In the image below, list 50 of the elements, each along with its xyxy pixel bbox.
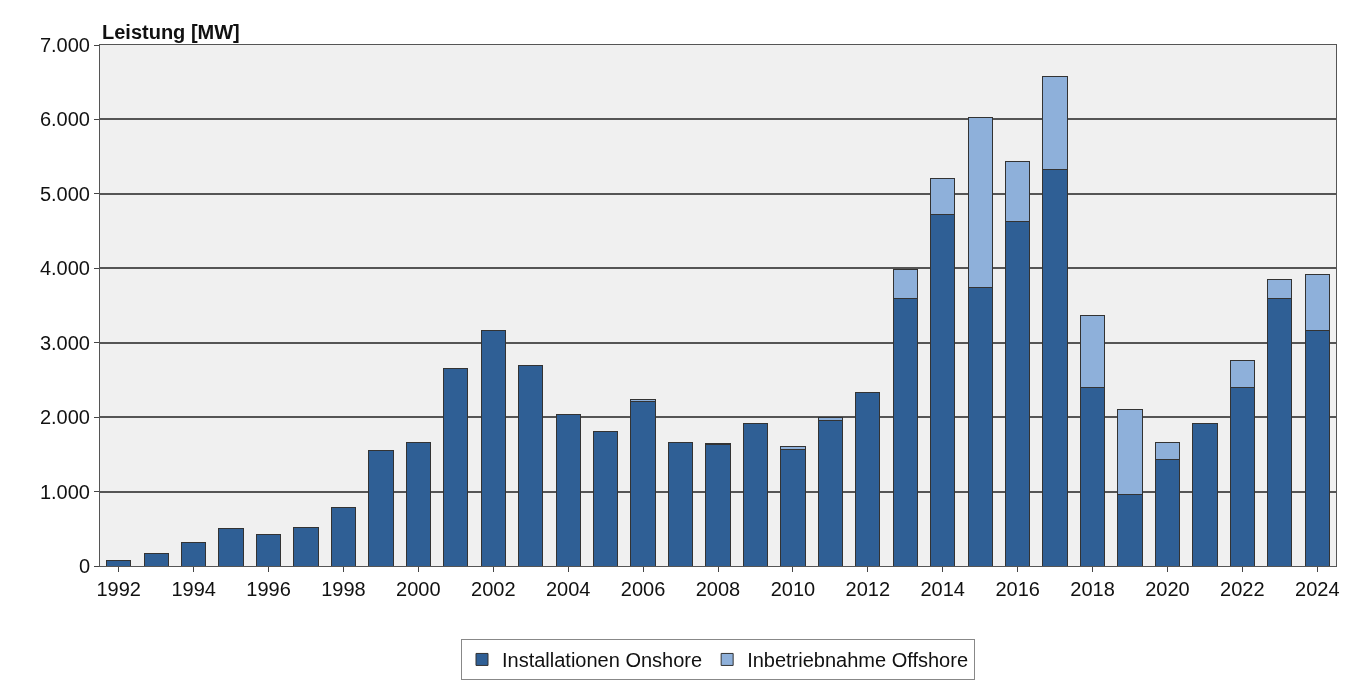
- bar: [405, 441, 432, 566]
- bar: [106, 560, 132, 566]
- x-tick-label: 2012: [845, 578, 891, 600]
- x-tick-label: 2002: [471, 578, 516, 600]
- y-tick-label: 2.000: [39, 406, 90, 429]
- bar: [293, 526, 319, 566]
- bar: [1192, 422, 1218, 566]
- x-tick-label: 2008: [695, 578, 741, 600]
- bar: [443, 368, 469, 566]
- bar: [180, 541, 207, 566]
- y-tick-label: 7.000: [39, 34, 90, 56]
- bar: [817, 419, 844, 566]
- y-tick-label: 5.000: [39, 182, 90, 205]
- x-tick-label: 2016: [995, 578, 1040, 600]
- legend-label: Installationen Onshore: [502, 649, 703, 672]
- x-tick-label: 1996: [246, 578, 291, 600]
- x-tick-label: 2020: [1145, 578, 1190, 600]
- x-tick-label: 1992: [96, 578, 141, 600]
- x-tick-label: 2024: [1295, 578, 1340, 600]
- bar: [368, 450, 394, 566]
- y-axis-title: Leistung [MW]: [102, 21, 240, 43]
- bar: [555, 414, 581, 566]
- bar: [630, 401, 656, 566]
- bar: [667, 441, 694, 566]
- x-tick-label: 2004: [545, 578, 591, 600]
- bar: [592, 430, 619, 566]
- y-tick-label: 0: [78, 555, 90, 577]
- bar: [705, 444, 731, 566]
- y-tick-label: 3.000: [39, 331, 90, 354]
- y-tick-label: 4.000: [39, 257, 90, 280]
- x-tick-label: 2018: [1070, 578, 1115, 600]
- bar: [255, 534, 282, 566]
- x-tick-label: 2006: [620, 578, 666, 600]
- y-tick-label: 6.000: [39, 108, 90, 131]
- x-tick-label: 1998: [321, 578, 366, 600]
- x-tick-label: 1994: [171, 578, 216, 600]
- y-tick-label: 1.000: [39, 480, 90, 503]
- bar: [480, 329, 506, 566]
- bar: [218, 527, 244, 566]
- bar: [855, 392, 881, 566]
- x-tick-label: 2000: [396, 578, 441, 600]
- x-tick-label: 2022: [1220, 578, 1265, 600]
- legend-label: Inbetriebnahme Offshore: [747, 649, 969, 672]
- x-tick-label: 2014: [920, 578, 965, 600]
- bar: [780, 449, 806, 566]
- bar: [742, 423, 769, 566]
- bar: [518, 365, 544, 566]
- bar: [143, 552, 169, 566]
- bar: [330, 507, 357, 566]
- x-tick-label: 2010: [770, 578, 816, 600]
